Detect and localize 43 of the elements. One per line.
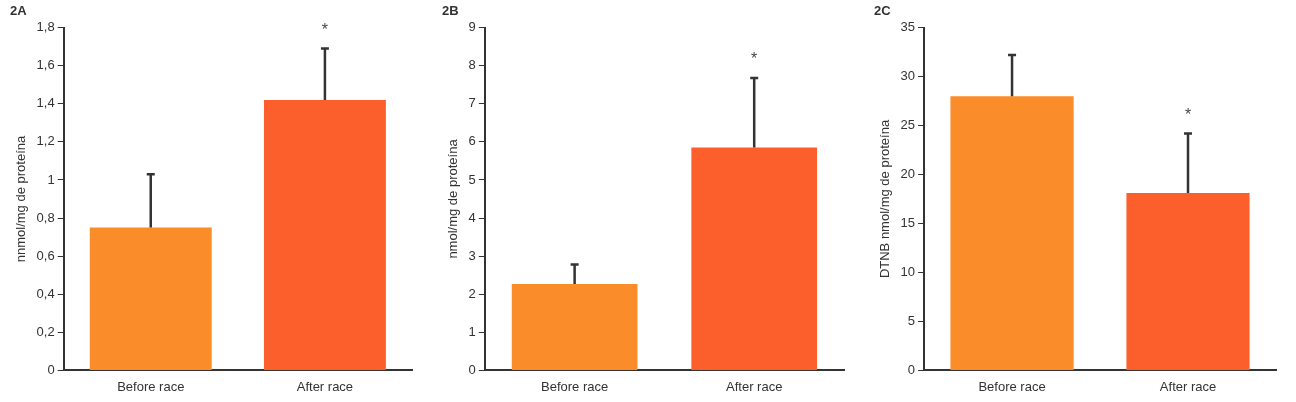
y-tick-label: 20 <box>900 166 916 182</box>
y-tick-label: 0,2 <box>36 323 55 339</box>
annotation: * <box>1184 105 1192 123</box>
y-tick-label: 1 <box>468 323 476 339</box>
y-tick-label: 0 <box>47 361 55 377</box>
y-tick-label: 15 <box>900 215 916 231</box>
y-tick-label: 0 <box>907 361 916 377</box>
x-tick-label: After race <box>296 378 354 394</box>
y-tick-label: 10 <box>900 264 916 280</box>
y-tick-label: 0 <box>468 361 476 377</box>
x-tick-label: After race <box>1159 378 1217 394</box>
chart-title: 2B <box>442 3 459 19</box>
y-tick-label: 4 <box>468 209 476 225</box>
y-tick-label: 0,4 <box>36 285 55 301</box>
chart-title: 2A <box>10 3 28 19</box>
y-tick-label: 5 <box>907 313 916 329</box>
x-tick-label: After race <box>726 378 783 394</box>
y-tick-label: 8 <box>468 57 476 73</box>
y-tick-label: 1,4 <box>36 95 55 111</box>
y-axis-title: nnmol/mg de proteína <box>13 135 29 263</box>
y-tick-label: 3 <box>468 247 476 263</box>
y-axis-title: DTNB nmol/mg de proteína <box>877 119 893 279</box>
annotation: * <box>751 50 758 68</box>
y-tick-label: 0,6 <box>36 247 55 263</box>
chart-title: 2C <box>874 3 892 19</box>
x-tick-label: Before race <box>541 378 609 394</box>
y-tick-label: 9 <box>468 19 476 35</box>
annotation: * <box>321 20 329 38</box>
y-tick-label: 35 <box>900 19 916 35</box>
y-tick-label: 0,8 <box>36 209 55 225</box>
y-tick-label: 2 <box>468 285 476 301</box>
y-tick-label: 30 <box>900 68 916 84</box>
y-tick-label: 1,2 <box>36 133 55 149</box>
y-tick-label: 7 <box>468 95 476 111</box>
y-tick-label: 6 <box>468 133 476 149</box>
x-tick-label: Before race <box>117 378 185 394</box>
y-tick-label: 5 <box>468 171 476 187</box>
y-axis-title: nmol/mg de proteína <box>445 138 461 259</box>
y-tick-label: 1 <box>47 171 55 187</box>
y-tick-label: 1,6 <box>36 57 55 73</box>
x-tick-label: Before race <box>978 378 1046 394</box>
y-tick-label: 1,8 <box>36 19 55 35</box>
y-tick-label: 25 <box>900 117 916 133</box>
